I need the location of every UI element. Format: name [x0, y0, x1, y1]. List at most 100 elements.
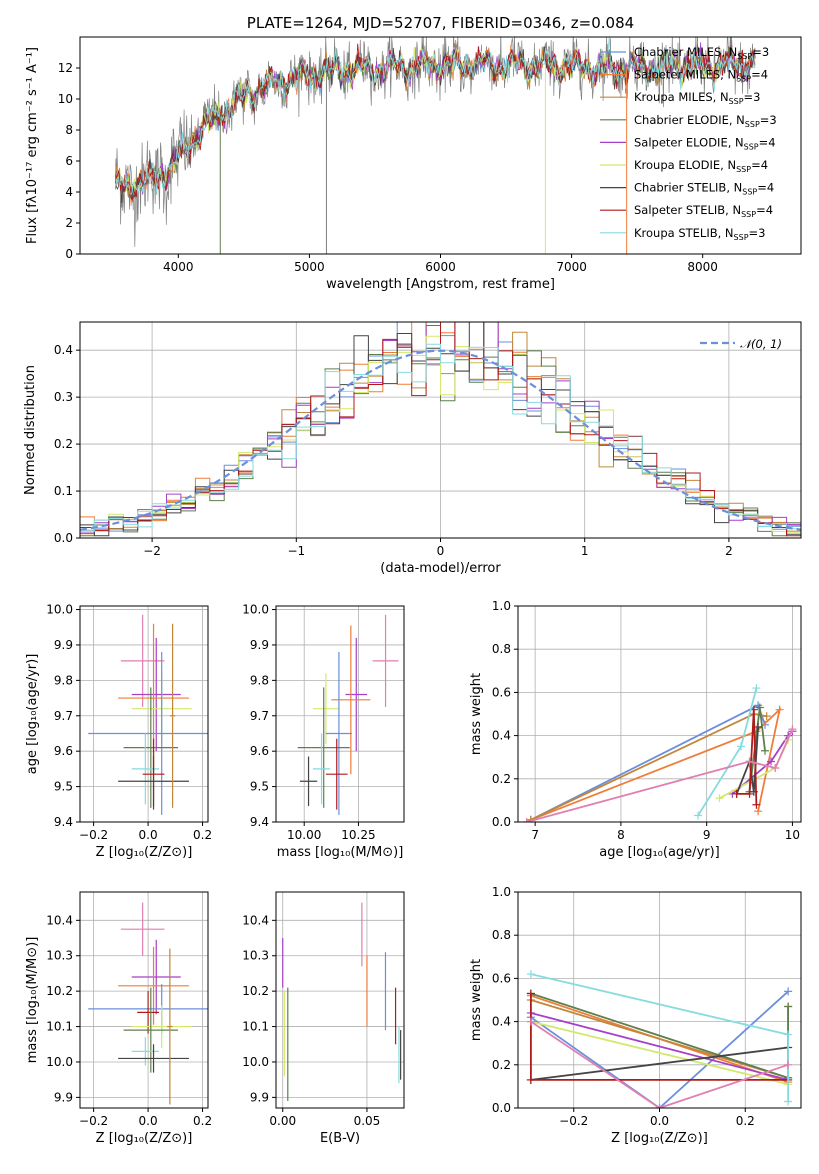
mass_vs_Z-axes: −0.2 0.0 0.2 9.9 10.0 10.1 10.2 10.3 10.4: [46, 892, 212, 1128]
weight_vs_Z-ytick-label: 0.4: [492, 1015, 511, 1029]
weight_vs_age-xtick-label: 9: [703, 828, 711, 842]
ebv-xtick-label: 0.05: [354, 1114, 381, 1128]
age_vs_mass-ytick-label: 10.0: [242, 603, 269, 617]
weight_vs_Z-ytick-label: 0.8: [492, 928, 511, 942]
weight_vs_age-series-extra_pink: [522, 725, 797, 822]
age_vs_mass-point-chabrier-miles: [325, 652, 352, 815]
age_vs_Z-ylabel: age [log₁₀(age/yr)]: [25, 654, 40, 775]
age_vs_mass-ytick-label: 9.9: [250, 638, 269, 652]
spectrum-legend-label: Salpeter MILES, NSSP=4: [634, 68, 768, 84]
weight_vs_Z-xtick-label: 0.2: [736, 1114, 755, 1128]
weight_vs_age-series-marker: [762, 712, 771, 721]
weight_vs_age-frame: [517, 605, 802, 823]
spectrum-legend-label: Salpeter ELODIE, NSSP=4: [634, 135, 776, 151]
residuals-ytick-label: 0.2: [54, 437, 73, 451]
spectrum-ytick-label: 10: [58, 92, 73, 106]
age_vs_mass-point-kroupa-elodie: [312, 673, 339, 745]
weight_vs_age-series-line: [530, 707, 782, 821]
age_vs_Z-point-extra_pink: [120, 614, 165, 707]
mass_vs_Z-point-kroupa-stelib: [131, 1037, 159, 1066]
weight_vs_age-series-marker: [754, 701, 763, 710]
ebv-xtick-label: 0.00: [269, 1114, 296, 1128]
weight_vs_Z-series-line: [530, 990, 789, 1108]
ebv-ytick-label: 10.0: [242, 1055, 269, 1069]
mass_vs_Z-ytick-label: 10.0: [46, 1055, 73, 1069]
age_vs_Z-point-kroupa-miles: [169, 623, 176, 808]
weight_vs_age-xtick-label: 7: [531, 828, 539, 842]
residuals-axes: −2 −1 0 1 2 0.0 0.1 0.2 0.3 0.4: [54, 322, 801, 558]
ebv-ytick-label: 9.9: [250, 1090, 269, 1104]
weight_vs_Z-axes: −0.2 0.0 0.2 0.0 0.2 0.4 0.6 0.8 1.0: [492, 885, 801, 1128]
ebv-ytick-label: 10.2: [242, 984, 269, 998]
weight_vs_age-series-line: [736, 709, 758, 805]
age_vs_Z-point-chabrier-stelib: [118, 756, 189, 807]
spectrum-xtick-label: 5000: [294, 260, 325, 274]
ebv-axes: 0.00 0.05 9.9 10.0 10.1 10.2 10.3 10.4: [242, 892, 404, 1128]
age_vs_mass-point-extra_pink: [372, 614, 399, 707]
ebv-frame: [275, 891, 405, 1109]
weight_vs_age-xlabel: age [log₁₀(age/yr)]: [599, 845, 720, 860]
weight_vs_age-series-marker: [755, 703, 764, 712]
age_vs_Z-ytick-label: 9.7: [54, 709, 73, 723]
spectrum-ytick-label: 2: [65, 216, 73, 230]
age_vs_mass-xtick-label: 10.00: [287, 828, 321, 842]
age_vs_mass-xtick-label: 10.25: [341, 828, 375, 842]
weight_vs_age-series-marker: [736, 742, 745, 751]
age_vs_mass-point-chabrier-elodie: [297, 687, 350, 808]
weight_vs_Z-series-line: [530, 999, 789, 1079]
weight_vs_Z-series-line: [530, 1020, 789, 1108]
weight_vs_age-series-marker: [522, 818, 531, 822]
spectrum-legend-label: Salpeter STELIB, NSSP=4: [634, 203, 773, 219]
mass_vs_Z-point-kroupa-miles: [167, 948, 173, 1105]
age_vs_mass-point-kroupa-stelib: [312, 733, 331, 805]
residuals-xtick-label: 2: [725, 544, 733, 558]
weight_vs_Z-ytick-label: 0.6: [492, 971, 511, 985]
ebv-xlabel: E(B-V): [320, 1131, 360, 1146]
spectrum-xtick-label: 6000: [425, 260, 456, 274]
weight_vs_Z-ytick-label: 1.0: [492, 885, 511, 899]
mass_vs_Z-ytick-label: 10.2: [46, 984, 73, 998]
weight_vs_age-ytick-label: 0.2: [492, 772, 511, 786]
residuals-ytick-label: 0.4: [54, 343, 73, 357]
weight_vs_Z-series-marker: [784, 987, 793, 996]
weight_vs_age-series-marker: [715, 794, 724, 803]
spectrum-ytick-label: 12: [58, 61, 73, 75]
spectrum-ytick-label: 4: [65, 185, 73, 199]
weight_vs_age-ytick-label: 1.0: [492, 599, 511, 613]
spectrum-legend-label: Kroupa STELIB, NSSP=3: [634, 226, 765, 242]
weight_vs_age-xtick-label: 10: [785, 828, 800, 842]
age_vs_Z-ytick-label: 9.8: [54, 673, 73, 687]
weight_vs_age-series-marker: [754, 722, 763, 731]
residuals-legend-label: 𝒩(0, 1): [740, 337, 782, 351]
mass_vs_Z-xtick-label: −0.2: [79, 1114, 108, 1128]
residuals-ytick-label: 0.1: [54, 484, 73, 498]
mass_vs_Z-ytick-label: 9.9: [54, 1090, 73, 1104]
ebv-ytick-label: 10.1: [242, 1020, 269, 1034]
age_vs_Z-xtick-label: −0.2: [79, 828, 108, 842]
residuals-frame: [79, 321, 802, 539]
weight_vs_age-ytick-label: 0.0: [492, 815, 511, 829]
weight_vs_age-series-marker: [771, 764, 780, 772]
residuals-normal-curve: [79, 349, 802, 531]
mass_vs_Z-xtick-label: 0.2: [193, 1114, 212, 1128]
weight_vs_Z-series-marker: [526, 1017, 535, 1026]
mass_vs_Z-xtick-label: 0.0: [139, 1114, 158, 1128]
weight_vs_age-series-marker: [752, 684, 761, 693]
age_vs_mass-ytick-label: 9.6: [250, 744, 269, 758]
residuals-ytick-label: 0.0: [54, 531, 73, 545]
weight_vs_age-ytick-label: 0.6: [492, 685, 511, 699]
spectrum-model-kroupa-stelib: [115, 37, 756, 195]
age_vs_Z-ytick-label: 9.6: [54, 744, 73, 758]
spectrum-ylabel: Flux [fλ10⁻¹⁷ erg cm⁻² s⁻¹ A⁻¹]: [25, 47, 40, 244]
ebv-ytick-label: 10.3: [242, 949, 269, 963]
mass_vs_Z-frame: [79, 891, 209, 1109]
spectrum-legend-label: Chabrier MILES, NSSP=3: [634, 45, 769, 61]
weight_vs_age-series-salpeter-miles: [526, 705, 784, 822]
age_vs_mass-frame: [275, 605, 405, 823]
weight_vs_Z-series-marker: [784, 1060, 793, 1069]
mass_vs_Z-point-chabrier-stelib: [118, 1044, 189, 1073]
spectrum-legend-label: Chabrier ELODIE, NSSP=3: [634, 113, 777, 129]
age_vs_Z-point-chabrier-elodie: [123, 687, 179, 808]
weight_vs_Z-series-marker: [526, 1075, 535, 1084]
mass_vs_Z-ylabel: mass [log₁₀(M/M⊙)]: [25, 937, 40, 1064]
